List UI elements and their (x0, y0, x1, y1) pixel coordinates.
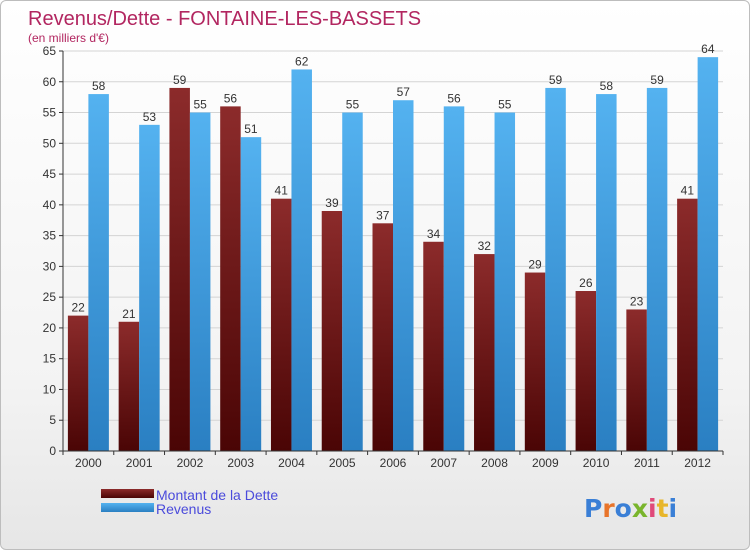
bar-revenus (494, 112, 516, 452)
data-label: 23 (630, 294, 644, 308)
bar-dette (677, 198, 698, 451)
data-labels: 22 58 21 53 59 55 56 51 41 62 39 55 37 57 34 56 32 55 29 59… (71, 42, 714, 321)
bar-revenus (393, 100, 414, 451)
x-tick-label: 2008 (481, 456, 508, 470)
data-label: 41 (275, 184, 289, 198)
data-label: 55 (498, 98, 512, 112)
y-tick-label: 5 (49, 413, 56, 427)
y-tick-label: 25 (43, 290, 57, 304)
bar-dette (270, 198, 292, 451)
data-label: 32 (478, 239, 492, 253)
bar-dette (524, 272, 546, 451)
bars (67, 57, 719, 452)
bar-revenus (596, 94, 617, 452)
legend-label-dette: Montant de la Dette (156, 487, 278, 503)
y-tick-label: 20 (43, 321, 57, 335)
legend: Montant de la Dette Revenus (101, 487, 278, 517)
x-tick-label: 2009 (532, 456, 559, 470)
data-label: 39 (325, 196, 339, 210)
bar-dette (220, 106, 241, 451)
logo-text: Proxiti (584, 494, 677, 523)
data-label: 59 (650, 73, 664, 87)
y-tick-label: 35 (43, 229, 57, 243)
bar-dette (118, 321, 140, 451)
data-label: 41 (681, 184, 695, 198)
x-axis-ticks: 2000 2001 2002 2003 2004 2005 2006 2007 2008 2009… (62, 451, 724, 470)
data-label: 22 (71, 301, 85, 315)
y-tick-label: 55 (43, 106, 57, 120)
proxiti-logo: Proxiti (584, 494, 677, 523)
legend-swatch-revenus (101, 503, 154, 512)
y-tick-label: 65 (43, 44, 57, 58)
x-tick-label: 2001 (126, 456, 153, 470)
chart-subtitle: (en milliers d'€) (28, 31, 109, 45)
bar-dette (169, 87, 190, 451)
x-tick-label: 2010 (583, 456, 610, 470)
data-label: 56 (447, 91, 461, 105)
bar-revenus (646, 87, 668, 451)
x-tick-label: 2011 (634, 456, 660, 470)
x-tick-label: 2004 (278, 456, 305, 470)
data-label: 29 (528, 258, 542, 272)
bar-revenus (291, 69, 312, 451)
y-tick-label: 45 (43, 167, 57, 181)
x-tick-label: 2002 (177, 456, 204, 470)
data-label: 57 (397, 85, 411, 99)
bar-dette (372, 223, 393, 451)
x-tick-label: 2005 (329, 456, 356, 470)
data-label: 58 (600, 79, 614, 93)
bar-revenus (697, 57, 719, 452)
data-label: 37 (376, 208, 390, 222)
bar-revenus (139, 124, 160, 451)
x-tick-label: 2006 (380, 456, 407, 470)
bar-dette (67, 315, 89, 451)
bar-dette (423, 241, 444, 451)
data-label: 34 (427, 227, 441, 241)
data-label: 59 (173, 73, 187, 87)
legend-label-revenus: Revenus (156, 501, 211, 517)
y-tick-label: 0 (49, 444, 56, 458)
y-axis-ticks: 0 5 10 15 20 25 30 35 40 45 50 55 60 65 (43, 44, 63, 458)
bar-revenus (189, 112, 211, 452)
y-tick-label: 30 (43, 259, 57, 273)
x-tick-label: 2000 (75, 456, 102, 470)
bar-revenus (545, 87, 566, 451)
y-tick-label: 10 (43, 382, 57, 396)
data-label: 26 (579, 276, 593, 290)
data-label: 64 (701, 42, 715, 56)
bar-revenus (88, 94, 109, 452)
bar-dette (474, 254, 495, 451)
y-tick-label: 60 (43, 75, 57, 89)
y-tick-label: 15 (43, 352, 57, 366)
bar-dette (575, 291, 597, 451)
data-label: 58 (92, 79, 106, 93)
chart-title: Revenus/Dette - FONTAINE-LES-BASSETS (28, 8, 421, 30)
legend-swatch-dette (101, 489, 154, 498)
data-label: 56 (224, 91, 238, 105)
data-label: 55 (346, 98, 360, 112)
y-tick-label: 40 (43, 198, 57, 212)
data-label: 51 (244, 122, 258, 136)
bar-revenus (240, 137, 262, 451)
bar-dette (626, 309, 647, 451)
data-label: 62 (295, 54, 309, 68)
data-label: 55 (193, 98, 207, 112)
y-tick-label: 50 (43, 136, 57, 150)
data-label: 53 (143, 110, 157, 124)
bar-dette (321, 211, 343, 451)
bar-revenus (443, 106, 465, 451)
data-label: 21 (122, 307, 136, 321)
bar-revenus (342, 112, 363, 452)
x-tick-label: 2012 (684, 456, 711, 470)
data-label: 59 (549, 73, 563, 87)
x-tick-label: 2003 (227, 456, 254, 470)
x-tick-label: 2007 (430, 456, 457, 470)
